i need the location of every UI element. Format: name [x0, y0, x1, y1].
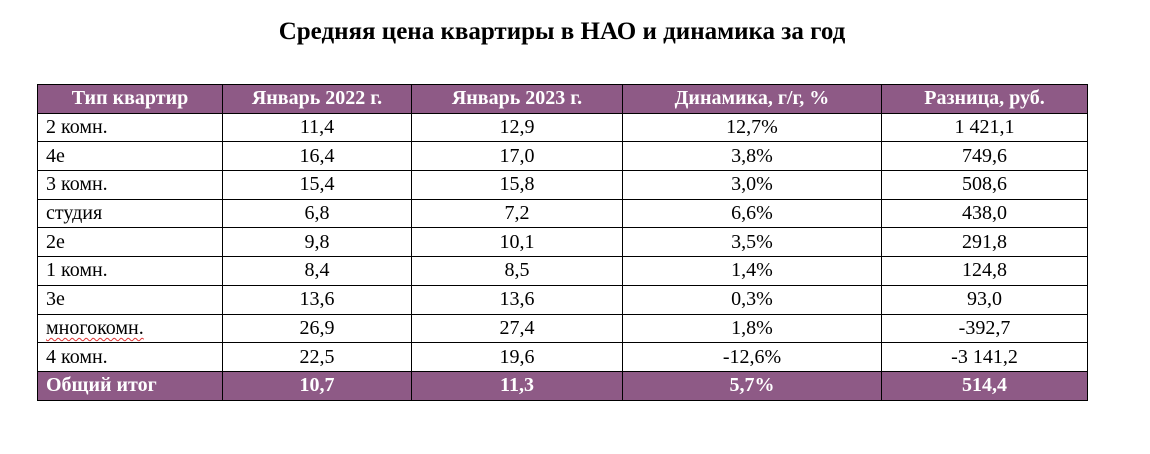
table-cell: 93,0 — [881, 284, 1088, 315]
table-cell: 2 комн. — [37, 112, 223, 143]
table-row: 2е 9,8 10,1 3,5% 291,8 — [37, 227, 1088, 258]
table-cell: 3,8% — [622, 141, 882, 172]
table-cell: 13,6 — [411, 284, 623, 315]
header-cell: Динамика, г/г, % — [622, 84, 882, 114]
table-cell: 3е — [37, 284, 223, 315]
table-cell: 4 комн. — [37, 342, 223, 372]
table-cell: 9,8 — [222, 227, 412, 258]
table-cell: 1,8% — [622, 313, 882, 344]
table-cell: 13,6 — [222, 284, 412, 315]
table-cell: -392,7 — [881, 313, 1088, 344]
table-cell: 11,4 — [222, 112, 412, 143]
header-cell: Январь 2022 г. — [222, 84, 412, 114]
table-cell: 1 421,1 — [881, 112, 1088, 143]
table-row: многокомн. 26,9 27,4 1,8% -392,7 — [37, 313, 1088, 344]
table-cell: 3,0% — [622, 170, 882, 200]
table-cell: 22,5 — [222, 342, 412, 372]
table-cell: 7,2 — [411, 198, 623, 229]
table-cell: 27,4 — [411, 313, 623, 344]
table-cell: 17,0 — [411, 141, 623, 172]
table-cell: -3 141,2 — [881, 342, 1088, 372]
table-row: 1 комн. 8,4 8,5 1,4% 124,8 — [37, 256, 1088, 286]
table-cell: 1 комн. — [37, 256, 223, 286]
table-cell: 438,0 — [881, 198, 1088, 229]
header-cell: Тип квартир — [37, 84, 223, 114]
total-cell: 514,4 — [881, 370, 1088, 401]
table-cell: 6,6% — [622, 198, 882, 229]
table-cell: 2е — [37, 227, 223, 258]
table-row: 2 комн. 11,4 12,9 12,7% 1 421,1 — [37, 112, 1088, 143]
total-cell: 5,7% — [622, 370, 882, 401]
table-cell: 508,6 — [881, 170, 1088, 200]
spellcheck-text: многокомн. — [46, 316, 144, 339]
price-table: Тип квартир Январь 2022 г. Январь 2023 г. Д… — [37, 84, 1088, 401]
total-cell: 11,3 — [411, 370, 623, 401]
table-cell: 15,4 — [222, 170, 412, 200]
table-cell: многокомн. — [37, 313, 223, 344]
table-cell: 291,8 — [881, 227, 1088, 258]
table-cell: 26,9 — [222, 313, 412, 344]
table-cell: 15,8 — [411, 170, 623, 200]
table-cell: 16,4 — [222, 141, 412, 172]
table-cell: 19,6 — [411, 342, 623, 372]
header-cell: Разница, руб. — [881, 84, 1088, 114]
table-row: 4 комн. 22,5 19,6 -12,6% -3 141,2 — [37, 342, 1088, 372]
table-cell: 8,4 — [222, 256, 412, 286]
header-row: Тип квартир Январь 2022 г. Январь 2023 г. Д… — [37, 84, 1088, 114]
table-cell: 0,3% — [622, 284, 882, 315]
table-cell: студия — [37, 198, 223, 229]
table-cell: -12,6% — [622, 342, 882, 372]
table-row: 4е 16,4 17,0 3,8% 749,6 — [37, 141, 1088, 172]
table-cell: 749,6 — [881, 141, 1088, 172]
table-cell: 12,9 — [411, 112, 623, 143]
table-cell: 8,5 — [411, 256, 623, 286]
table-row: 3е 13,6 13,6 0,3% 93,0 — [37, 284, 1088, 315]
table-row: студия 6,8 7,2 6,6% 438,0 — [37, 198, 1088, 229]
table-cell: 6,8 — [222, 198, 412, 229]
table-cell: 3 комн. — [37, 170, 223, 200]
total-cell: 10,7 — [222, 370, 412, 401]
table-cell: 3,5% — [622, 227, 882, 258]
table-cell: 4е — [37, 141, 223, 172]
table-cell: 1,4% — [622, 256, 882, 286]
total-cell: Общий итог — [37, 370, 223, 401]
total-row: Общий итог 10,7 11,3 5,7% 514,4 — [37, 370, 1088, 401]
table-cell: 124,8 — [881, 256, 1088, 286]
table-cell: 12,7% — [622, 112, 882, 143]
document-title: Средняя цена квартиры в НАО и динамика з… — [278, 18, 846, 45]
table-cell: 10,1 — [411, 227, 623, 258]
header-cell: Январь 2023 г. — [411, 84, 623, 114]
table-row: 3 комн. 15,4 15,8 3,0% 508,6 — [37, 170, 1088, 200]
